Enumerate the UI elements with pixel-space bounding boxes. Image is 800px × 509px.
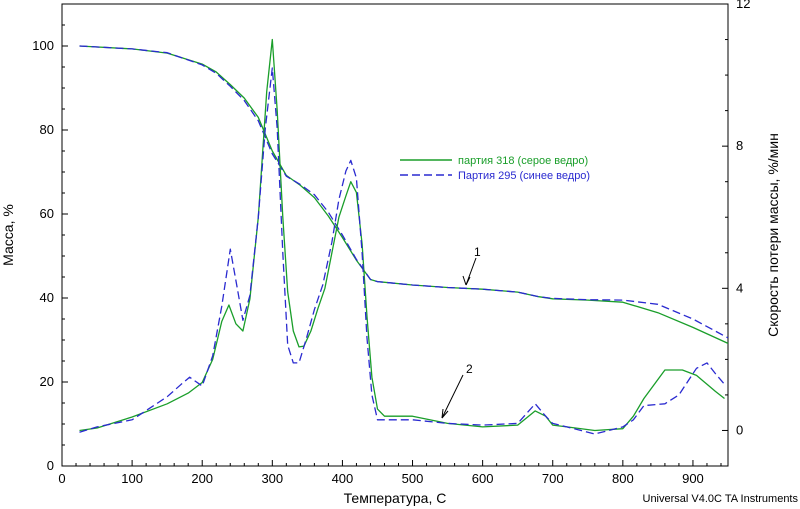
series-mass-blue-line — [79, 45, 729, 339]
annotation-1-arrowhead — [462, 275, 471, 286]
x-tick-label: 300 — [261, 471, 283, 486]
x-tick-label: 800 — [612, 471, 634, 486]
y-left-tick-label: 100 — [32, 38, 54, 53]
x-tick-label: 200 — [191, 471, 213, 486]
y-axis-title-left: Масса, % — [0, 204, 16, 266]
series-mass-green-line — [79, 45, 729, 344]
y-left-tick-label: 40 — [40, 290, 54, 305]
annotation-1-label: 1 — [474, 245, 481, 259]
annotation-2-arrow — [441, 374, 464, 419]
x-axis-title: Температура, С — [344, 490, 447, 506]
annotation-2-arrowhead — [441, 408, 449, 419]
y-left-tick-label: 20 — [40, 374, 54, 389]
y-right-tick-label: 0 — [736, 422, 743, 437]
annotation-1: 1 — [462, 245, 481, 286]
annotation-1-arrow — [465, 257, 477, 286]
legend-label-green: партия 318 (серое ведро) — [458, 155, 588, 167]
annotation-2: 2 — [441, 362, 473, 419]
series-rate-blue-line — [79, 67, 725, 435]
annotation-2-label: 2 — [466, 362, 473, 376]
y-left-tick-label: 80 — [40, 122, 54, 137]
y-left-tick-label: 60 — [40, 206, 54, 221]
plot-frame — [61, 3, 729, 467]
axis-tick-labels: 0 100 200 300 400 500 600 700 800 900020406080100… — [32, 0, 750, 486]
x-tick-label: 500 — [402, 471, 424, 486]
series-rate-green-line — [79, 38, 725, 432]
y-right-tick-label: 8 — [736, 138, 743, 153]
x-tick-label: 700 — [542, 471, 564, 486]
y-right-tick-label: 12 — [736, 0, 750, 11]
y-right-tick-label: 4 — [736, 280, 743, 295]
instrument-credit: Universal V4.0C TA Instruments — [643, 493, 799, 505]
legend: партия 318 (серое ведро) Партия 295 (син… — [400, 155, 590, 182]
x-tick-label: 600 — [472, 471, 494, 486]
y-axis-title-right: Скорость потери массы, %/мин — [765, 133, 781, 337]
legend-label-blue: Партия 295 (синее ведро) — [458, 170, 590, 182]
x-tick-label: 0 — [58, 471, 65, 486]
data-curves — [79, 38, 729, 435]
x-tick-label: 100 — [121, 471, 143, 486]
x-tick-label: 900 — [682, 471, 704, 486]
y-left-tick-label: 0 — [47, 458, 54, 473]
x-tick-label: 400 — [332, 471, 354, 486]
axis-ticks — [61, 3, 728, 467]
